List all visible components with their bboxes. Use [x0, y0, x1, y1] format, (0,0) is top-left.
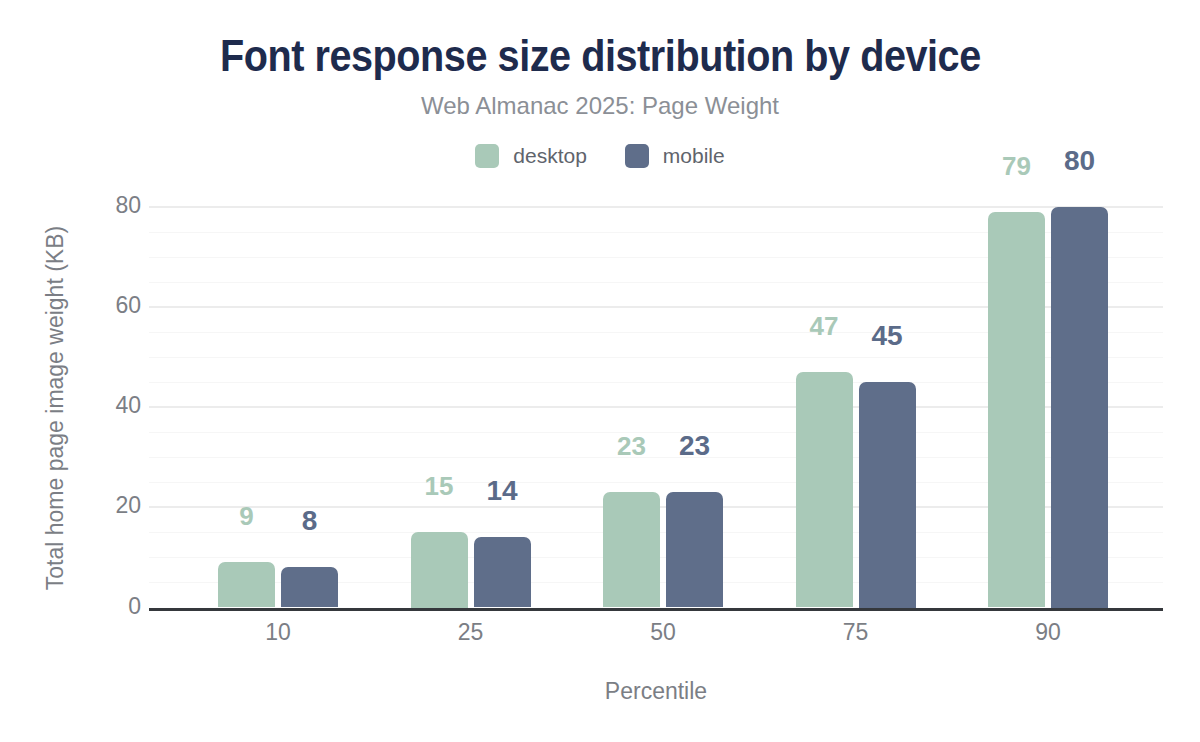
x-axis-tick-label-50: 50: [621, 619, 705, 645]
y-axis-tick-label-40: 40: [83, 391, 141, 419]
value-label-mobile-p75: 45: [845, 318, 929, 354]
y-axis-tick-label-0: 0: [83, 592, 141, 620]
value-label-mobile-p50: 23: [653, 428, 737, 464]
bar-mobile-p10[interactable]: [281, 567, 338, 607]
x-axis-line: [149, 608, 1163, 611]
bar-desktop-p50[interactable]: [603, 492, 660, 607]
plot-area: 0204060809810151425232350474575798090: [0, 0, 1200, 742]
value-label-mobile-p10: 8: [268, 503, 352, 539]
y-axis-tick-label-80: 80: [83, 191, 141, 219]
bar-desktop-p75[interactable]: [796, 372, 853, 607]
x-axis-tick-label-90: 90: [1006, 619, 1090, 645]
bar-desktop-p10[interactable]: [218, 562, 275, 607]
y-axis-tick-label-60: 60: [83, 291, 141, 319]
bar-mobile-p90[interactable]: [1051, 207, 1108, 608]
x-axis-tick-label-75: 75: [814, 619, 898, 645]
bar-desktop-p90[interactable]: [988, 212, 1045, 607]
bar-mobile-p25[interactable]: [474, 537, 531, 607]
bar-mobile-p75[interactable]: [859, 382, 916, 607]
bar-desktop-p25[interactable]: [411, 532, 468, 607]
x-axis-tick-label-25: 25: [429, 619, 513, 645]
value-label-mobile-p90: 80: [1038, 143, 1122, 179]
x-axis-title: Percentile: [605, 678, 707, 705]
value-label-mobile-p25: 14: [460, 473, 544, 509]
gridline-major-80: [149, 206, 1163, 208]
chart-container: Font response size distribution by devic…: [0, 0, 1200, 742]
y-axis-title: Total home page image weight (KB): [42, 226, 69, 590]
y-axis-tick-label-20: 20: [83, 491, 141, 519]
x-axis-tick-label-10: 10: [236, 619, 320, 645]
bar-mobile-p50[interactable]: [666, 492, 723, 607]
